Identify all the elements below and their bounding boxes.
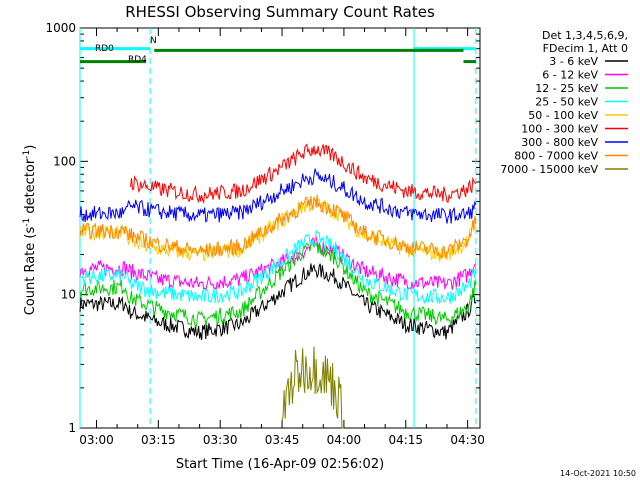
plot-frame	[79, 27, 481, 429]
y-axis-label-sup2: -1	[22, 150, 32, 159]
legend-entry-label: 6 - 12 keV	[542, 69, 598, 82]
legend-entry-label: 100 - 300 keV	[521, 123, 598, 136]
series-line	[130, 143, 477, 204]
x-tick-label: 03:00	[79, 433, 114, 447]
series-line	[79, 194, 477, 259]
legend-header: Det 1,3,4,5,6,9,	[542, 29, 628, 42]
y-axis-label-mid: detector	[23, 158, 38, 218]
flag-label: N	[150, 36, 157, 46]
x-tick-label: 03:45	[265, 433, 300, 447]
legend-entry-label: 300 - 800 keV	[521, 136, 598, 149]
x-tick-label: 03:15	[141, 433, 176, 447]
series-line	[281, 346, 344, 429]
x-tick-label: 04:30	[450, 433, 485, 447]
series-line	[79, 242, 477, 328]
plot-area: 1 10 100 1000 03:00 03:15 03:30 03:45 04:00 04:15…	[45, 21, 484, 447]
series-line	[79, 197, 477, 263]
y-axis-label-main: Count Rate (s	[23, 227, 38, 316]
x-tick-label: 04:15	[388, 433, 423, 447]
x-axis-label: Start Time (16-Apr-09 02:56:02)	[176, 457, 384, 472]
legend-entry-label: 7000 - 15000 keV	[500, 163, 598, 176]
y-axis-label-end: )	[23, 145, 38, 150]
legend-entry-label: 50 - 100 keV	[528, 109, 598, 122]
x-tick-label: 03:30	[203, 433, 238, 447]
y-axis-label-sup1: -1	[22, 218, 32, 227]
y-tick-label: 10	[61, 288, 76, 302]
series-line	[79, 168, 477, 224]
series-line	[79, 263, 477, 341]
x-tick-label: 04:00	[327, 433, 362, 447]
legend: Det 1,3,4,5,6,9,FDecim 1, Att 03 - 6 keV…	[500, 29, 628, 176]
series-line	[79, 229, 477, 305]
y-axis-label: Count Rate (s-1 detector-1)	[22, 145, 38, 316]
legend-entry-label: 3 - 6 keV	[549, 55, 598, 68]
legend-entry-label: 12 - 25 keV	[535, 82, 598, 95]
y-tick-label: 1000	[45, 21, 76, 35]
footer-timestamp: 14-Oct-2021 10:50	[560, 469, 636, 478]
chart-title: RHESSI Observing Summary Count Rates	[125, 3, 435, 21]
legend-header: FDecim 1, Att 0	[543, 42, 628, 55]
flag-label: RD0	[95, 44, 114, 54]
y-tick-label: 1	[68, 421, 76, 435]
legend-entry-label: 800 - 7000 keV	[514, 150, 598, 163]
y-tick-label: 100	[53, 154, 76, 168]
legend-entry-label: 25 - 50 keV	[535, 96, 598, 109]
flag-label: RD4	[128, 55, 147, 65]
